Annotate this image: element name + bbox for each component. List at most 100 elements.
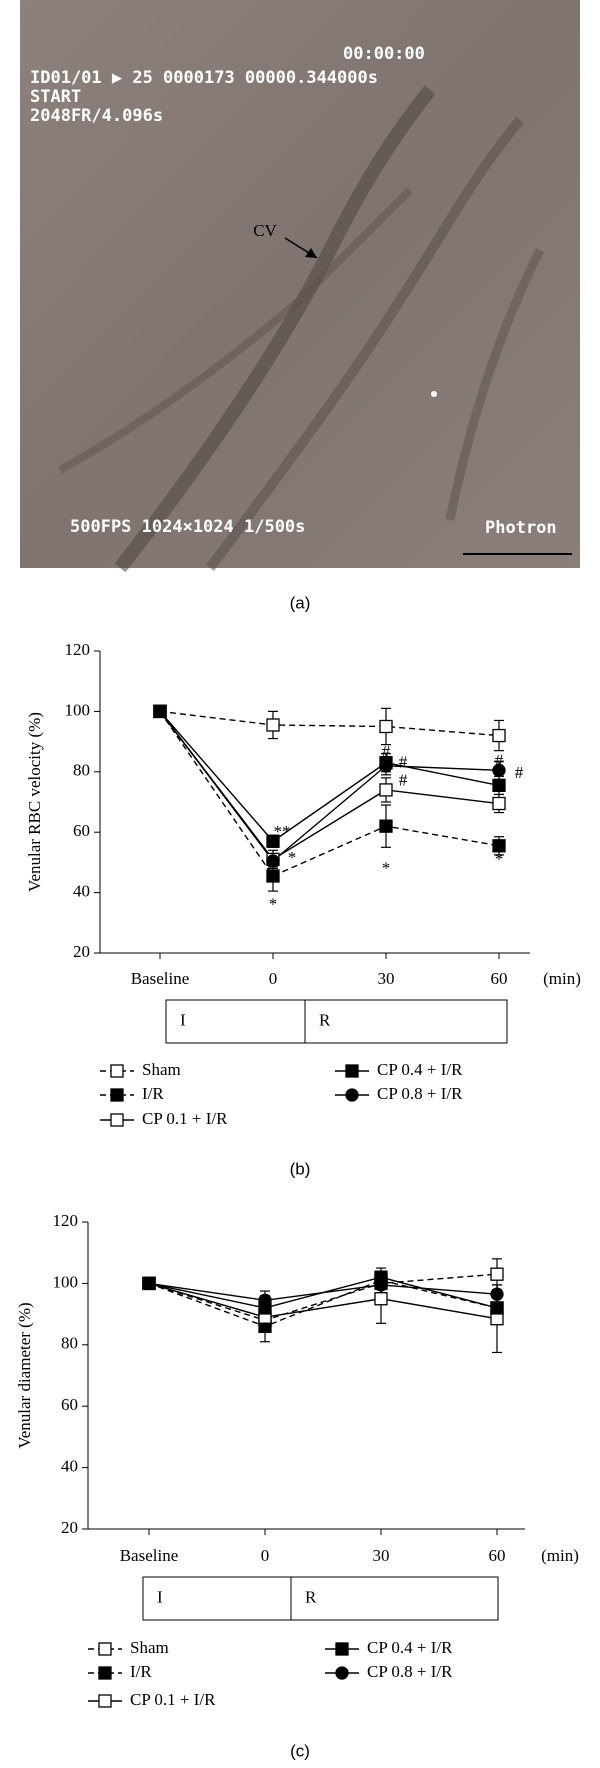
- x-tick-label: 0: [261, 1546, 270, 1565]
- y-tick-label: 120: [65, 640, 91, 659]
- x-tick-label: Baseline: [120, 1546, 179, 1565]
- marker: [492, 728, 506, 743]
- legend-label: CP 0.8 + I/R: [367, 1662, 453, 1681]
- timestamp: 00:00:00: [343, 44, 425, 64]
- marker: [490, 1301, 504, 1315]
- annotation: #: [399, 753, 408, 772]
- vessel: [114, 85, 436, 573]
- marker: [492, 763, 506, 777]
- phase-box: [142, 1576, 499, 1621]
- marker: [374, 1292, 388, 1306]
- y-tick-label: 100: [53, 1272, 79, 1291]
- marker: [379, 819, 393, 833]
- marker: [345, 1064, 359, 1078]
- chart: 20 40 60 80 100 120 Baseline 0 30 60 (min) Venular …: [25, 640, 581, 1179]
- overlay-text: 500FPS 1024×1024 1/500s: [70, 517, 305, 537]
- marker: [98, 1666, 112, 1680]
- annotation: #: [399, 771, 408, 790]
- x-tick-label: 30: [373, 1546, 390, 1565]
- marker: [110, 1113, 124, 1127]
- annotation: *: [382, 858, 391, 877]
- marker: [492, 839, 506, 853]
- phase-label: R: [319, 1010, 331, 1029]
- photo: CV 00:00:00 ID01/01 ▶ 25 0000173 00000.3…: [20, 0, 580, 573]
- x-tick-label: Baseline: [131, 969, 190, 988]
- marker: [153, 704, 167, 719]
- y-tick-label: 40: [61, 1457, 78, 1476]
- phase-label: I: [180, 1010, 186, 1029]
- legend-label: Sham: [130, 1638, 169, 1657]
- phase-label: I: [157, 1587, 163, 1606]
- marker: [490, 1287, 504, 1301]
- y-tick-label: 100: [65, 700, 91, 719]
- marker: [142, 1276, 156, 1291]
- annotation: #: [515, 763, 524, 782]
- y-tick-label: 40: [73, 882, 90, 901]
- annotation: #: [382, 742, 391, 761]
- overlay-text: Photron: [485, 518, 557, 538]
- legend-label: CP 0.4 + I/R: [377, 1060, 463, 1079]
- y-tick-label: 120: [53, 1211, 79, 1230]
- marker: [379, 719, 393, 734]
- marker: [258, 1293, 272, 1307]
- vessel: [58, 187, 413, 474]
- x-unit: (min): [541, 1546, 579, 1565]
- y-tick-label: 60: [61, 1395, 78, 1414]
- vessel: [205, 116, 524, 571]
- y-tick-label: 80: [61, 1334, 78, 1353]
- legend-label: I/R: [130, 1662, 152, 1681]
- y-tick-label: 20: [61, 1518, 78, 1537]
- legend-label: CP 0.1 + I/R: [142, 1109, 228, 1128]
- y-tick-label: 60: [73, 821, 90, 840]
- marker: [374, 1278, 388, 1292]
- marker: [379, 759, 393, 773]
- legend-label: CP 0.4 + I/R: [367, 1638, 453, 1657]
- x-tick-label: 60: [489, 1546, 506, 1565]
- series-line: [159, 710, 500, 861]
- panel-label: (a): [290, 593, 311, 612]
- annotation: *: [288, 848, 297, 867]
- arrow-head: [305, 248, 317, 258]
- series-line: [148, 1282, 498, 1301]
- legend-label: CP 0.8 + I/R: [377, 1084, 463, 1103]
- marker: [98, 1694, 112, 1708]
- y-tick-label: 80: [73, 761, 90, 780]
- series-line: [148, 1282, 498, 1320]
- phase-label: R: [305, 1587, 317, 1606]
- overlay-text: 2048FR/4.096s: [30, 106, 163, 126]
- x-tick-label: 0: [269, 969, 278, 988]
- marker: [335, 1642, 349, 1656]
- marker: [110, 1064, 124, 1078]
- marker: [492, 796, 506, 811]
- x-tick-label: 60: [491, 969, 508, 988]
- chart: 20 40 60 80 100 120 Baseline 0 30 60 (min) Venular …: [15, 1211, 579, 1761]
- panel-label: (c): [290, 1741, 310, 1760]
- series-line: [148, 1273, 498, 1321]
- overlay-text: ID01/01 ▶ 25 0000173 00000.344000s: [30, 68, 378, 88]
- marker: [266, 854, 280, 868]
- y-axis-label: Venular RBC velocity (%): [25, 712, 44, 892]
- phase-box: [165, 999, 508, 1044]
- cv-label: CV: [253, 221, 277, 240]
- marker: [98, 1642, 112, 1656]
- legend-label: Sham: [142, 1060, 181, 1079]
- series-line: [159, 710, 500, 843]
- series-line: [159, 710, 500, 862]
- overlay-text: START: [30, 87, 81, 107]
- annotation: *: [495, 849, 504, 868]
- annotation: **: [274, 822, 291, 841]
- annotation: *: [269, 895, 278, 914]
- annotation: #: [495, 751, 504, 770]
- x-tick-label: 30: [378, 969, 395, 988]
- marker: [266, 718, 280, 732]
- legend-label: I/R: [142, 1084, 164, 1103]
- series-line: [159, 711, 500, 877]
- marker: [492, 778, 506, 793]
- marker: [490, 1267, 504, 1281]
- legend-label: CP 0.1 + I/R: [130, 1690, 216, 1709]
- marker: [335, 1666, 349, 1680]
- marker: [345, 1088, 359, 1102]
- vessel: [445, 247, 545, 521]
